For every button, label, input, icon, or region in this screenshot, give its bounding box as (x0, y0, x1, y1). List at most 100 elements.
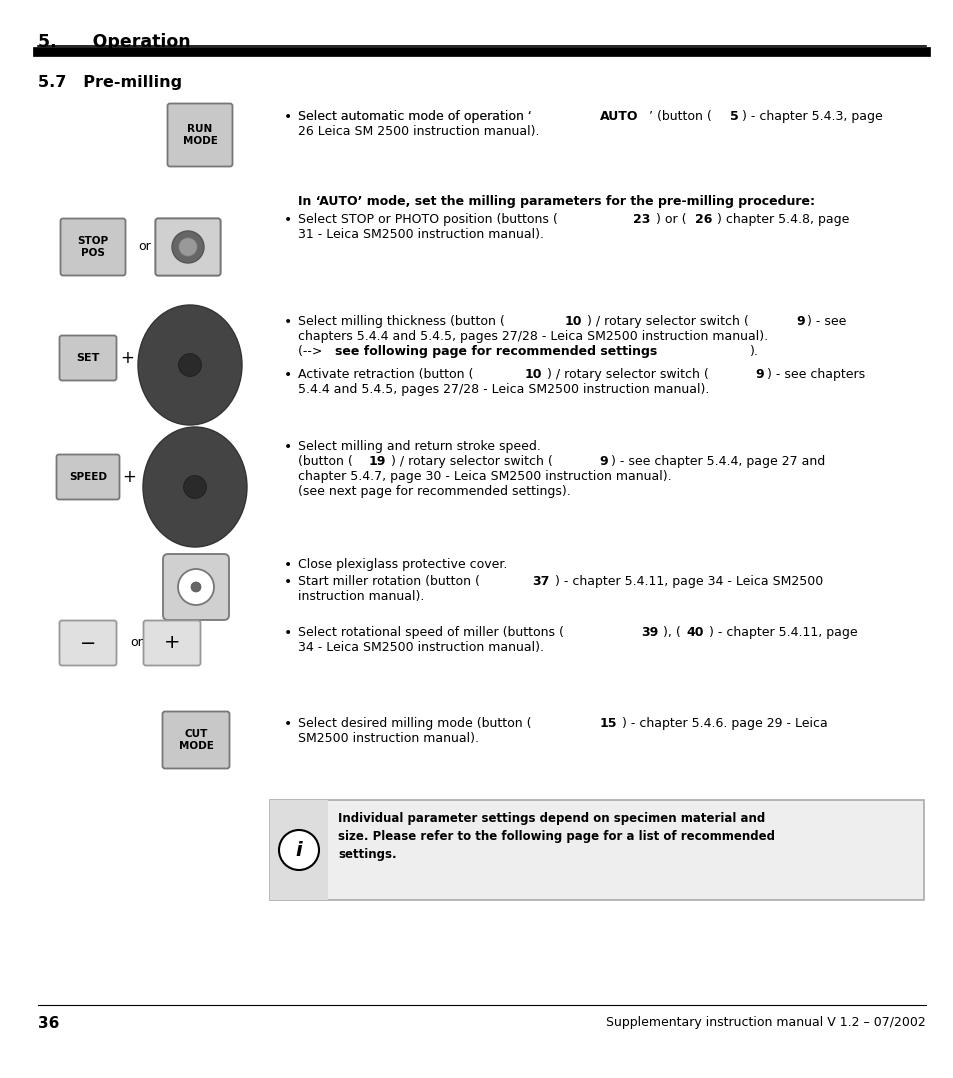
Text: ) - chapter 5.4.11, page: ) - chapter 5.4.11, page (708, 626, 857, 639)
Text: Individual parameter settings depend on specimen material and
size. Please refer: Individual parameter settings depend on … (337, 812, 774, 861)
Text: AUTO: AUTO (599, 110, 638, 123)
Text: Start miller rotation (button (: Start miller rotation (button ( (297, 575, 479, 588)
Text: ) / rotary selector switch (: ) / rotary selector switch ( (391, 455, 552, 468)
Text: chapter 5.4.7, page 30 - Leica SM2500 instruction manual).: chapter 5.4.7, page 30 - Leica SM2500 in… (297, 470, 671, 483)
Text: Select desired milling mode (button (: Select desired milling mode (button ( (297, 717, 531, 730)
Text: Supplementary instruction manual V 1.2 – 07/2002: Supplementary instruction manual V 1.2 –… (605, 1015, 925, 1029)
Text: 26: 26 (694, 213, 712, 226)
Text: 36: 36 (38, 1015, 59, 1031)
Text: 10: 10 (524, 368, 541, 381)
Text: (see next page for recommended settings).: (see next page for recommended settings)… (297, 485, 570, 498)
Text: 5.4.4 and 5.4.5, pages 27/28 - Leica SM2500 instruction manual).: 5.4.4 and 5.4.5, pages 27/28 - Leica SM2… (297, 383, 709, 396)
Text: 10: 10 (564, 315, 581, 328)
Text: •: • (284, 717, 292, 731)
Text: 31 - Leica SM2500 instruction manual).: 31 - Leica SM2500 instruction manual). (297, 229, 543, 241)
Text: •: • (284, 213, 292, 227)
Text: or: or (138, 240, 151, 253)
Text: Select automatic mode of operation ‘: Select automatic mode of operation ‘ (297, 110, 531, 123)
Text: instruction manual).: instruction manual). (297, 590, 424, 603)
Text: •: • (284, 575, 292, 589)
Text: ) / rotary selector switch (: ) / rotary selector switch ( (546, 368, 708, 381)
Text: ) - chapter 5.4.3, page: ) - chapter 5.4.3, page (740, 110, 882, 123)
Text: 37: 37 (532, 575, 550, 588)
FancyBboxPatch shape (163, 554, 229, 620)
Text: ) or (: ) or ( (655, 213, 685, 226)
FancyBboxPatch shape (59, 335, 116, 381)
Text: (button (: (button ( (297, 455, 353, 468)
Text: Select milling and return stroke speed.: Select milling and return stroke speed. (297, 440, 540, 453)
Text: 5.      Operation: 5. Operation (38, 33, 191, 51)
Text: 5: 5 (729, 110, 739, 123)
Text: 23: 23 (633, 213, 650, 226)
Text: 9: 9 (755, 368, 763, 381)
FancyBboxPatch shape (60, 219, 126, 276)
Text: 5.7   Pre-milling: 5.7 Pre-milling (38, 75, 182, 89)
Text: +: + (164, 634, 180, 652)
Text: i: i (295, 841, 302, 859)
Text: •: • (284, 315, 292, 329)
Text: ) - see chapter 5.4.4, page 27 and: ) - see chapter 5.4.4, page 27 and (610, 455, 824, 468)
FancyBboxPatch shape (162, 711, 230, 769)
Text: ’ (button (: ’ (button ( (649, 110, 711, 123)
Text: •: • (284, 368, 292, 382)
FancyBboxPatch shape (56, 455, 119, 499)
Text: 40: 40 (685, 626, 703, 639)
Text: Select rotational speed of miller (buttons (: Select rotational speed of miller (butto… (297, 626, 563, 639)
Text: Activate retraction (button (: Activate retraction (button ( (297, 368, 473, 381)
FancyBboxPatch shape (270, 800, 923, 900)
Circle shape (179, 238, 196, 255)
Text: ) - chapter 5.4.6. page 29 - Leica: ) - chapter 5.4.6. page 29 - Leica (621, 717, 827, 730)
Text: Select STOP or PHOTO position (buttons (: Select STOP or PHOTO position (buttons ( (297, 213, 558, 226)
Text: Close plexiglass protective cover.: Close plexiglass protective cover. (297, 558, 507, 571)
Text: ) - see: ) - see (806, 315, 845, 328)
Text: ), (: ), ( (662, 626, 680, 639)
Text: In ‘AUTO’ mode, set the milling parameters for the pre-milling procedure:: In ‘AUTO’ mode, set the milling paramete… (297, 195, 814, 208)
Text: see following page for recommended settings: see following page for recommended setti… (335, 345, 657, 358)
FancyBboxPatch shape (155, 219, 220, 276)
FancyBboxPatch shape (59, 621, 116, 665)
Text: +: + (122, 468, 135, 486)
Circle shape (278, 830, 318, 870)
Text: (-->: (--> (297, 345, 326, 358)
Text: RUN
MODE: RUN MODE (182, 124, 217, 146)
Ellipse shape (138, 305, 242, 425)
Text: SET: SET (76, 353, 99, 363)
FancyBboxPatch shape (270, 800, 328, 900)
Text: 9: 9 (599, 455, 608, 468)
Circle shape (183, 475, 206, 498)
Text: 26 Leica SM 2500 instruction manual).: 26 Leica SM 2500 instruction manual). (297, 125, 539, 138)
Text: ).: ). (750, 345, 759, 358)
Circle shape (172, 231, 204, 263)
Text: 9: 9 (795, 315, 803, 328)
Text: 19: 19 (368, 455, 386, 468)
Text: +: + (120, 349, 133, 367)
Text: or: or (130, 636, 143, 650)
Text: 15: 15 (598, 717, 617, 730)
Text: •: • (284, 558, 292, 572)
Text: Select automatic mode of operation ‘​AUTO​’ (button (​5​) - chapter 5.4.3, page: Select automatic mode of operation ‘​AUT… (297, 110, 778, 123)
Text: •: • (284, 440, 292, 454)
Text: Select milling thickness (button (: Select milling thickness (button ( (297, 315, 504, 328)
Circle shape (191, 582, 201, 592)
FancyBboxPatch shape (168, 103, 233, 166)
Text: ) - see chapters: ) - see chapters (766, 368, 864, 381)
Text: CUT
MODE: CUT MODE (178, 729, 213, 750)
Text: ) chapter 5.4.8, page: ) chapter 5.4.8, page (717, 213, 849, 226)
Ellipse shape (143, 427, 247, 547)
Text: −: − (80, 634, 96, 652)
Circle shape (178, 354, 201, 376)
Text: chapters 5.4.4 and 5.4.5, pages 27/28 - Leica SM2500 instruction manual).: chapters 5.4.4 and 5.4.5, pages 27/28 - … (297, 330, 767, 343)
Text: •: • (284, 626, 292, 640)
Text: SPEED: SPEED (69, 472, 107, 482)
Circle shape (178, 569, 213, 605)
Text: Select automatic mode of operation ‘: Select automatic mode of operation ‘ (297, 110, 531, 123)
FancyBboxPatch shape (143, 621, 200, 665)
Text: 39: 39 (640, 626, 658, 639)
FancyBboxPatch shape (155, 219, 220, 276)
Text: ) / rotary selector switch (: ) / rotary selector switch ( (587, 315, 748, 328)
Text: STOP
POS: STOP POS (77, 236, 109, 258)
Text: 34 - Leica SM2500 instruction manual).: 34 - Leica SM2500 instruction manual). (297, 641, 543, 654)
Text: •: • (284, 110, 292, 124)
Text: SM2500 instruction manual).: SM2500 instruction manual). (297, 732, 478, 745)
Text: ) - chapter 5.4.11, page 34 - Leica SM2500: ) - chapter 5.4.11, page 34 - Leica SM25… (555, 575, 822, 588)
